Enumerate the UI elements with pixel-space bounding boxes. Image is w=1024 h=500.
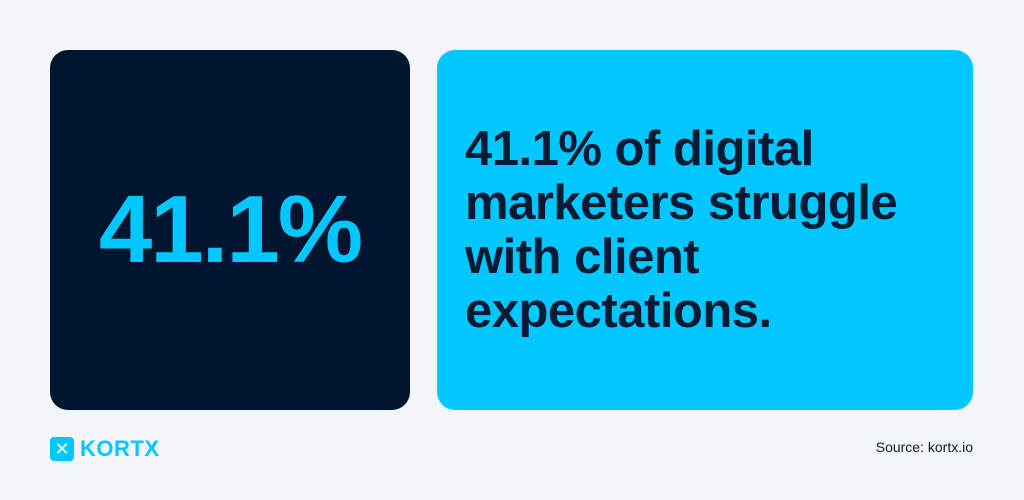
brand-name: KORTX xyxy=(80,436,160,461)
stat-card: 41.1% xyxy=(50,50,410,410)
grid-decoration xyxy=(80,80,380,380)
stat-value: 41.1% xyxy=(98,176,363,283)
headline-card: 41.1% of digital marketers struggle with… xyxy=(437,50,973,410)
brand-logo: ✕ KORTX xyxy=(50,436,160,462)
headline-text: 41.1% of digital marketers struggle with… xyxy=(465,122,898,338)
source-text: Source: kortx.io xyxy=(875,439,973,455)
x-logo-icon: ✕ xyxy=(50,437,74,461)
